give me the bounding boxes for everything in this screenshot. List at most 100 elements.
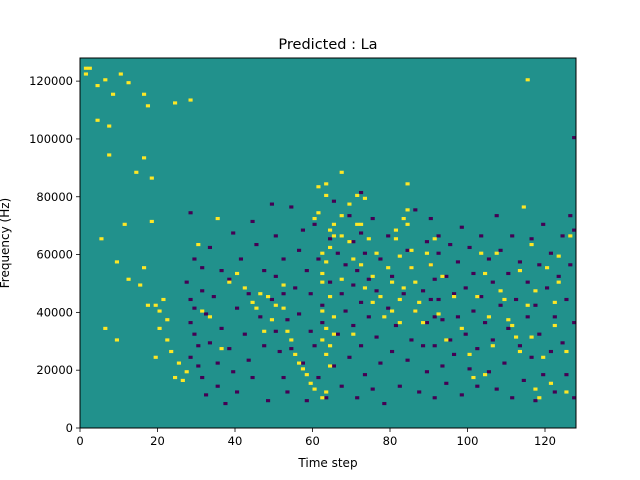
- heatmap-cell-high: [393, 237, 399, 241]
- heatmap-cell-high: [479, 251, 484, 255]
- x-tick-label: 100: [457, 434, 479, 448]
- heatmap-cell-low: [281, 292, 286, 296]
- heatmap-cell-low: [362, 373, 368, 377]
- heatmap-cell-low: [390, 274, 395, 278]
- heatmap-cell-low: [246, 292, 251, 296]
- heatmap-cell-low: [359, 190, 364, 195]
- heatmap-cell-high: [390, 280, 395, 284]
- heatmap-cell-high: [490, 344, 495, 348]
- heatmap-cell-low: [293, 286, 298, 290]
- heatmap-cell-low: [204, 393, 209, 397]
- heatmap-cell-low: [521, 378, 526, 382]
- heatmap-cell-low: [514, 297, 519, 302]
- heatmap-cell-low: [417, 390, 422, 394]
- heatmap-cell-high: [475, 295, 480, 299]
- heatmap-cell-low: [548, 349, 554, 354]
- y-tick-label: 120000: [29, 74, 73, 88]
- heatmap-cell-high: [525, 303, 530, 307]
- heatmap-cell-low: [455, 315, 461, 319]
- heatmap-cell-low: [242, 332, 247, 336]
- heatmap-cell-high: [138, 283, 143, 287]
- heatmap-cell-high: [339, 277, 344, 281]
- heatmap-cell-low: [572, 321, 577, 325]
- heatmap-cell-low: [436, 234, 441, 238]
- heatmap-cell-low: [312, 222, 317, 226]
- heatmap-cell-low: [366, 315, 371, 319]
- heatmap-cell-high: [436, 312, 441, 316]
- heatmap-cell-high: [293, 352, 298, 356]
- heatmap-cell-low: [421, 344, 426, 348]
- heatmap-cell-high: [169, 349, 174, 354]
- heatmap-cell-low: [529, 355, 534, 359]
- heatmap-cell-high: [324, 260, 329, 264]
- heatmap-cell-low: [517, 344, 523, 348]
- plot-background: [80, 58, 576, 428]
- heatmap-cell-high: [324, 182, 329, 186]
- heatmap-cell-low: [490, 338, 495, 342]
- heatmap-cell-low: [316, 375, 321, 380]
- heatmap-cell-high: [273, 303, 278, 307]
- heatmap-cell-high: [254, 306, 259, 310]
- heatmap-cell-high: [390, 309, 395, 313]
- x-tick-label: 40: [228, 434, 243, 448]
- heatmap-cell-high: [397, 297, 402, 302]
- heatmap-cell-low: [475, 384, 480, 388]
- heatmap-cell-low: [351, 283, 356, 287]
- heatmap-cell-high: [556, 254, 561, 258]
- heatmap-cell-low: [537, 332, 542, 336]
- heatmap-cell-low: [560, 341, 565, 345]
- heatmap-cell-low: [289, 347, 294, 351]
- heatmap-cell-high: [405, 182, 410, 186]
- heatmap-cell-high: [142, 266, 147, 270]
- heatmap-cell-low: [254, 243, 259, 247]
- heatmap-cell-high: [215, 216, 220, 221]
- heatmap-cell-high: [250, 300, 255, 304]
- y-tick-label: 0: [66, 421, 73, 435]
- heatmap-cell-low: [250, 219, 255, 224]
- heatmap-cell-high: [506, 318, 511, 322]
- heatmap-cell-high: [188, 98, 193, 102]
- heatmap-cell-high: [564, 349, 569, 354]
- heatmap-cell-high: [386, 266, 391, 270]
- heatmap-cell-high: [498, 289, 503, 293]
- heatmap-cell-low: [289, 205, 294, 209]
- heatmap-cell-low: [184, 280, 189, 284]
- heatmap-cell-high: [207, 315, 213, 319]
- heatmap-cell-low: [320, 321, 325, 325]
- heatmap-cell-low: [219, 326, 224, 330]
- heatmap-cell-low: [390, 349, 395, 354]
- heatmap-cell-high: [339, 234, 344, 238]
- heatmap-cell-low: [285, 318, 290, 322]
- heatmap-cell-high: [366, 237, 371, 241]
- heatmap-cell-high: [320, 396, 325, 400]
- x-axis-label: Time step: [297, 456, 357, 470]
- heatmap-cell-low: [560, 234, 565, 238]
- heatmap-cell-low: [320, 303, 325, 307]
- heatmap-cell-low: [246, 358, 251, 362]
- y-tick-label: 40000: [36, 305, 73, 319]
- heatmap-cell-high: [521, 205, 526, 209]
- heatmap-cell-low: [564, 297, 569, 302]
- heatmap-cell-high: [266, 295, 271, 299]
- heatmap-cell-low: [440, 364, 445, 368]
- heatmap-cell-low: [498, 248, 503, 252]
- heatmap-cell-high: [103, 326, 108, 330]
- heatmap-cell-high: [401, 216, 406, 221]
- heatmap-cell-high: [180, 378, 185, 382]
- heatmap-cell-low: [281, 257, 286, 261]
- heatmap-cell-high: [405, 222, 410, 226]
- y-axis: 0 20000 40000 60000 80000 100000 120000: [29, 74, 80, 435]
- heatmap-cell-low: [463, 286, 468, 290]
- heatmap-cell-high: [320, 280, 325, 284]
- heatmap-cell-low: [541, 222, 546, 226]
- heatmap-cell-high: [328, 344, 333, 348]
- heatmap-cell-high: [374, 251, 379, 255]
- heatmap-cell-low: [258, 315, 263, 319]
- heatmap-cell-low: [432, 396, 437, 400]
- heatmap-cell-high: [351, 332, 356, 336]
- heatmap-cell-high: [409, 248, 414, 252]
- heatmap-cell-low: [448, 338, 453, 342]
- heatmap-cell-low: [452, 352, 457, 356]
- heatmap-cell-high: [568, 234, 573, 238]
- heatmap-cell-low: [498, 303, 503, 307]
